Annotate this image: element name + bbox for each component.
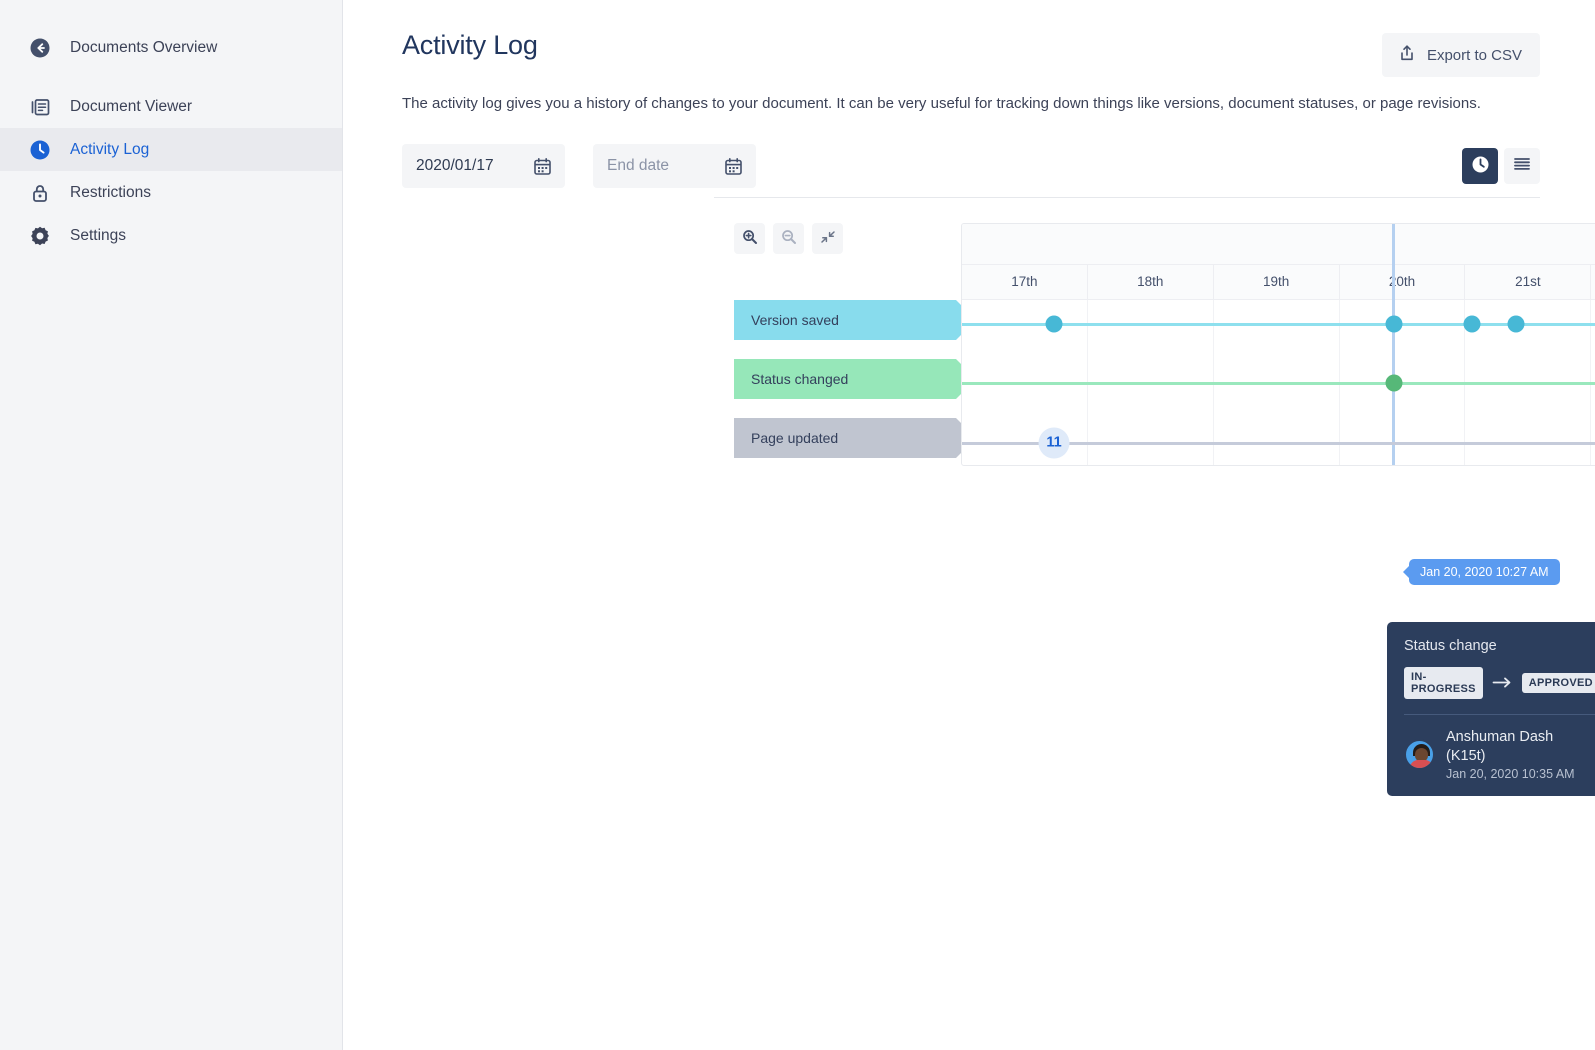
lane-label: Status changed <box>751 370 849 387</box>
status-badge-from: IN-PROGRESS <box>1404 666 1483 699</box>
user-name: Anshuman Dash (K15t) <box>1446 728 1554 764</box>
zoom-out-button[interactable] <box>773 222 804 254</box>
status-change-detail-card: Status change IN-PROGRESS APPROVED <box>1387 621 1595 797</box>
list-view-button[interactable] <box>1504 147 1540 184</box>
lock-icon <box>26 179 54 207</box>
timeline-grid[interactable]: 17th 18th 19th 20th 21st 22nd 23rd <box>961 222 1595 466</box>
sidebar-item-label: Restrictions <box>70 183 151 201</box>
day-cell: 22nd <box>1591 265 1595 299</box>
start-date-field[interactable]: 2020/01/17 <box>402 143 565 188</box>
clock-icon <box>1470 154 1491 178</box>
day-cell: 19th <box>1214 264 1340 299</box>
sidebar-item-document-viewer[interactable]: Document Viewer <box>0 85 342 128</box>
status-transition-row: IN-PROGRESS APPROVED <box>1404 666 1595 699</box>
sidebar-item-label: Document Viewer <box>70 97 193 115</box>
share-upload-icon <box>1398 44 1416 66</box>
timeline-lane-labels: Version saved Status changed Page update… <box>734 299 976 477</box>
lane-version-saved[interactable]: Version saved <box>734 299 976 340</box>
export-to-csv-button[interactable]: Export to CSV <box>1381 33 1540 77</box>
fit-button[interactable] <box>812 222 843 254</box>
version-saved-event-dot[interactable] <box>1507 315 1525 333</box>
version-saved-event-dot[interactable] <box>1045 315 1063 333</box>
timeline-day-header: 17th 18th 19th 20th 21st 22nd 23rd <box>962 264 1595 300</box>
sidebar-item-label: Documents Overview <box>70 38 218 56</box>
event-timestamp: Jan 20, 2020 10:35 AM <box>1446 767 1575 782</box>
detail-card-user-row: Anshuman Dash (K15t) Jan 20, 2020 10:35 … <box>1404 728 1595 782</box>
gear-icon <box>26 222 54 250</box>
list-icon <box>1512 154 1532 177</box>
day-cell: 20th <box>1340 264 1466 299</box>
lane-status-changed[interactable]: Status changed <box>734 358 976 399</box>
page-description: The activity log gives you a history of … <box>402 95 1481 112</box>
timeline-grid-top-band <box>962 223 1595 265</box>
sidebar: Documents Overview Document Viewer <box>0 0 343 1050</box>
arrow-right-icon <box>1492 676 1513 689</box>
lane-page-updated[interactable]: Page updated <box>734 417 976 458</box>
zoom-in-button[interactable] <box>734 222 765 254</box>
page-title: Activity Log <box>402 30 538 60</box>
version-saved-event-dot[interactable] <box>1385 315 1403 333</box>
end-date-field[interactable]: End date <box>593 143 756 188</box>
start-date-value: 2020/01/17 <box>416 156 494 174</box>
day-cell: 21st <box>1465 264 1592 299</box>
lane-label: Version saved <box>751 311 839 328</box>
lane-track-status-changed <box>962 381 1595 385</box>
sidebar-item-settings[interactable]: Settings <box>0 214 342 257</box>
detail-card-user-info: Anshuman Dash (K15t) Jan 20, 2020 10:35 … <box>1446 728 1595 782</box>
day-cell: 17th <box>962 264 1088 299</box>
timeline-zoom-controls <box>734 222 843 254</box>
document-icon <box>26 93 54 121</box>
calendar-icon[interactable] <box>533 157 552 181</box>
lane-label: Page updated <box>751 429 839 446</box>
main-content: Activity Log Export to CSV The activity … <box>343 0 1595 1050</box>
day-cell: 18th <box>1088 264 1214 299</box>
end-date-placeholder: End date <box>607 156 670 174</box>
filter-toolbar: 2020/01/17 End date <box>343 115 1595 188</box>
sidebar-item-label: Settings <box>70 226 127 244</box>
sidebar-item-restrictions[interactable]: Restrictions <box>0 171 342 214</box>
detail-card-divider <box>1404 713 1595 715</box>
detail-card-title: Status change <box>1404 637 1497 654</box>
clock-icon <box>26 136 54 164</box>
event-hover-tooltip: Jan 20, 2020 10:27 AM <box>1409 558 1560 585</box>
timeline: Version saved Status changed Page update… <box>343 222 1595 797</box>
zoom-out-icon <box>781 229 797 248</box>
sidebar-item-label: Activity Log <box>70 140 150 158</box>
view-toggle-group <box>1462 147 1540 184</box>
lane-track-page-updated <box>962 441 1595 445</box>
today-marker-line <box>1392 223 1395 465</box>
timeline-view-button[interactable] <box>1462 147 1498 184</box>
sidebar-item-activity-log[interactable]: Activity Log <box>0 128 342 171</box>
version-saved-event-dot[interactable] <box>1463 315 1481 333</box>
calendar-icon[interactable] <box>724 157 743 181</box>
sidebar-item-documents-overview[interactable]: Documents Overview <box>0 26 342 69</box>
lane-track-version-saved <box>962 322 1595 326</box>
export-to-csv-label: Export to CSV <box>1426 46 1522 64</box>
zoom-in-icon <box>742 229 758 248</box>
status-changed-event-dot[interactable] <box>1385 374 1403 392</box>
back-arrow-icon <box>26 34 54 62</box>
avatar <box>1404 739 1435 771</box>
section-divider <box>714 197 1540 198</box>
page-header: Activity Log Export to CSV <box>343 0 1595 77</box>
page-updated-cluster-badge[interactable]: 11 <box>1038 427 1070 459</box>
status-badge-to: APPROVED <box>1521 672 1595 693</box>
collapse-arrows-icon <box>820 229 836 248</box>
